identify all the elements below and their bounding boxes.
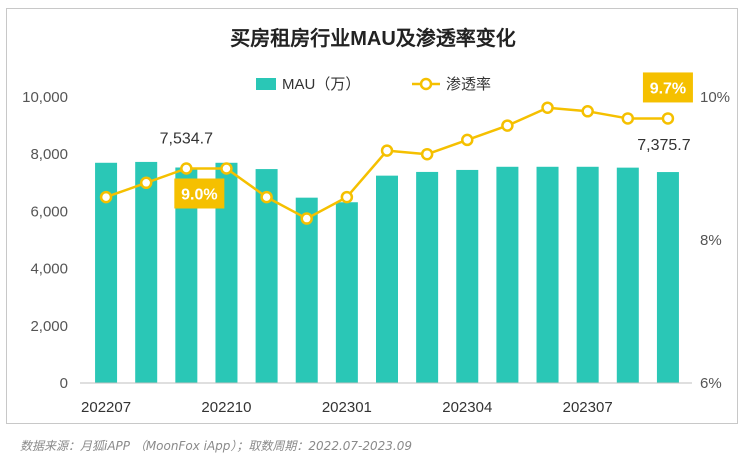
callout-label: 9.0% xyxy=(181,187,217,204)
bar-mau xyxy=(335,202,358,383)
y-right-tick-label: 6% xyxy=(700,375,722,392)
callout-box xyxy=(174,178,225,209)
legend-label-penetration: 渗透率 xyxy=(446,76,491,93)
callout-label: 9.7% xyxy=(650,80,686,97)
bar-mau xyxy=(656,172,679,383)
bar-mau xyxy=(135,161,158,383)
point-penetration xyxy=(340,190,354,204)
legend-marker-penetration xyxy=(419,77,433,91)
bar-mau xyxy=(416,171,439,383)
chart-frame xyxy=(6,8,738,424)
point-penetration xyxy=(139,176,153,190)
point-penetration xyxy=(661,112,675,125)
x-tick-label: 202301 xyxy=(322,399,372,416)
point-penetration xyxy=(621,112,635,125)
data-label-mau: 7,375.7 xyxy=(637,137,690,154)
bar-mau xyxy=(536,166,559,383)
point-penetration xyxy=(220,162,233,175)
x-tick-label: 202307 xyxy=(563,399,613,416)
point-penetration xyxy=(461,133,474,147)
x-tick-label: 202210 xyxy=(201,399,251,416)
y-left-tick-label: 10,000 xyxy=(22,89,68,106)
y-right-tick-label: 10% xyxy=(700,89,730,106)
bar-mau xyxy=(175,167,198,383)
point-penetration xyxy=(300,212,313,225)
point-penetration xyxy=(501,119,514,132)
bar-mau xyxy=(215,162,238,383)
y-left-tick-label: 8,000 xyxy=(30,146,68,163)
bar-mau xyxy=(95,162,118,383)
point-penetration xyxy=(99,190,113,204)
point-penetration xyxy=(260,190,273,204)
legend-swatch-mau xyxy=(256,78,276,90)
data-label-mau: 7,534.7 xyxy=(160,131,213,148)
bar-mau xyxy=(496,166,519,383)
legend-label-mau: MAU（万） xyxy=(282,76,360,93)
bar-mau xyxy=(616,167,639,383)
y-left-tick-label: 6,000 xyxy=(30,203,68,220)
point-penetration xyxy=(180,162,193,175)
point-penetration xyxy=(420,147,434,161)
point-penetration xyxy=(541,101,554,114)
point-penetration xyxy=(581,105,594,118)
y-left-tick-label: 4,000 xyxy=(30,261,68,278)
source-note: 数据来源：月狐iAPP （MoonFox iApp）；取数周期：2022.07-… xyxy=(20,439,412,453)
x-tick-label: 202304 xyxy=(442,399,492,416)
callout-box xyxy=(642,72,693,103)
bar-mau xyxy=(295,197,318,383)
y-left-tick-label: 0 xyxy=(60,375,68,392)
point-penetration xyxy=(380,144,394,157)
bar-mau xyxy=(456,169,479,383)
y-right-tick-label: 8% xyxy=(700,232,722,249)
chart-title: 买房租房行业MAU及渗透率变化 xyxy=(230,26,516,50)
bar-mau xyxy=(255,169,278,383)
y-left-tick-label: 2,000 xyxy=(30,318,68,335)
x-tick-label: 202207 xyxy=(81,399,131,416)
bar-mau xyxy=(576,166,599,383)
bar-mau xyxy=(376,175,398,383)
